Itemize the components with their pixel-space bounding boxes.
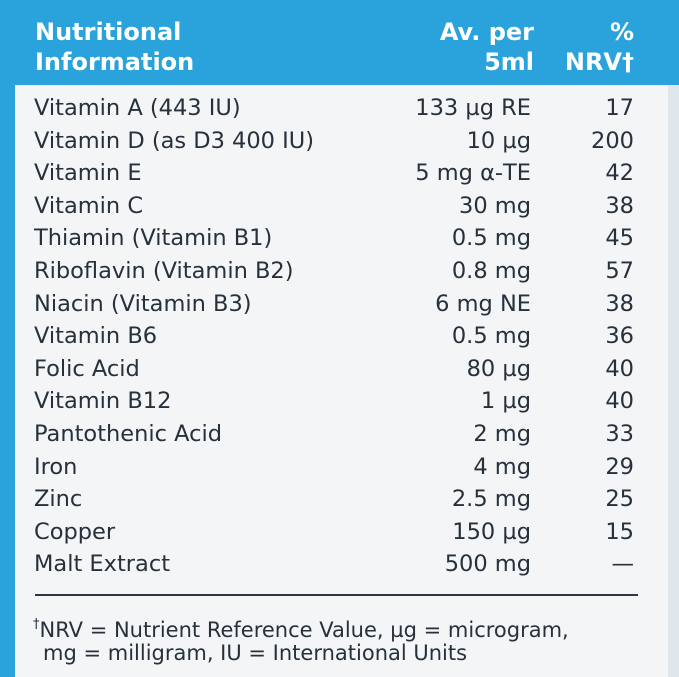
- nrv-percent: 29: [605, 453, 634, 480]
- amount: 1 µg: [480, 388, 531, 415]
- amount: 2 mg: [473, 421, 531, 447]
- amount: 6 mg NE: [435, 290, 531, 317]
- amount: 0.8 mg: [451, 258, 531, 284]
- nrv-percent: 17: [605, 95, 634, 121]
- nrv-percent: 15: [605, 518, 634, 545]
- nutrient-name: Riboflavin (Vitamin B2): [34, 258, 294, 284]
- nrv-percent: 57: [605, 258, 634, 284]
- amount: 133 µg RE: [415, 95, 531, 121]
- amount: 150 µg: [452, 518, 531, 545]
- amount: 80 µg: [466, 355, 531, 382]
- footnote-line: mg = milligram, IU = International Units: [43, 641, 468, 665]
- amount: 30 mg: [459, 192, 531, 219]
- footnote-mark: †: [33, 617, 40, 632]
- nutrient-name: Iron: [34, 453, 78, 480]
- nutrient-name: Vitamin B12: [34, 388, 172, 415]
- nrv-percent: 38: [605, 290, 634, 317]
- footnote-line: †NRV = Nutrient Reference Value, µg = mi…: [33, 611, 569, 644]
- nrv-percent: 36: [605, 323, 634, 350]
- nrv-percent: 200: [591, 127, 634, 154]
- nrv-percent: 42: [605, 160, 634, 187]
- amount: 10 µg: [466, 127, 531, 154]
- nrv-percent: 33: [605, 421, 634, 447]
- divider: [35, 594, 638, 596]
- amount: 2.5 mg: [451, 486, 531, 513]
- nrv-percent: 40: [605, 355, 634, 382]
- amount: 5 mg α-TE: [415, 160, 531, 187]
- amount: 4 mg: [473, 453, 531, 480]
- nutrient-name: Malt Extract: [34, 551, 171, 578]
- header-nrv: NRV†: [564, 48, 634, 76]
- nrv-percent: —: [611, 551, 635, 578]
- header-nutrient: Information: [35, 48, 195, 76]
- table-panel: [15, 85, 668, 677]
- nrv-percent: 40: [605, 388, 634, 415]
- nutrient-name: Folic Acid: [34, 355, 140, 382]
- nutrient-name: Vitamin D (as D3 400 IU): [34, 127, 315, 154]
- header-amount: 5ml: [484, 48, 534, 76]
- header-nrv: %: [609, 18, 634, 46]
- nutrient-name: Copper: [34, 518, 116, 545]
- nutrient-name: Vitamin C: [34, 192, 144, 219]
- nutrient-name: Pantothenic Acid: [34, 421, 223, 447]
- amount: 500 mg: [444, 551, 531, 578]
- nrv-percent: 25: [605, 486, 634, 513]
- header-amount: Av. per: [439, 18, 534, 46]
- amount: 0.5 mg: [451, 323, 531, 350]
- nutrient-name: Thiamin (Vitamin B1): [34, 225, 273, 252]
- amount: 0.5 mg: [451, 225, 531, 252]
- header-nutrient: Nutritional: [35, 18, 182, 46]
- nutrient-name: Vitamin B6: [34, 323, 158, 350]
- nutrient-name: Vitamin E: [34, 160, 142, 187]
- edge: [668, 85, 679, 677]
- nrv-percent: 45: [605, 225, 634, 252]
- footnote-text: NRV = Nutrient Reference Value, µg = mic…: [39, 618, 569, 642]
- nutrient-name: Vitamin A (443 IU): [34, 95, 241, 121]
- nutrient-name: Zinc: [34, 486, 83, 513]
- nrv-percent: 38: [605, 192, 634, 219]
- nutrient-name: Niacin (Vitamin B3): [34, 290, 252, 317]
